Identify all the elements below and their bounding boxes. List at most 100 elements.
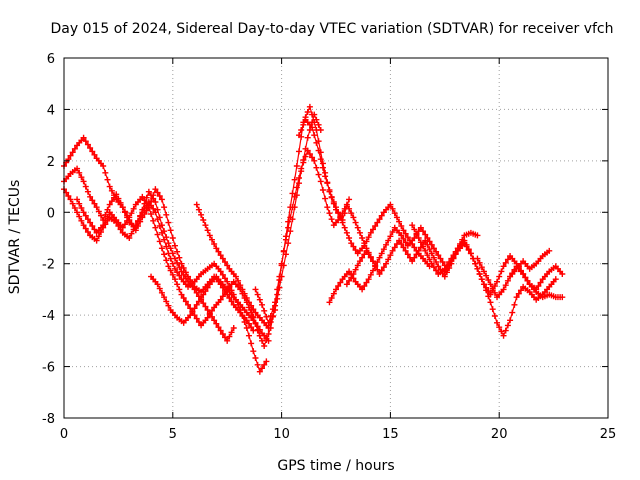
data-point [483,272,490,279]
data-point [420,243,427,250]
data-point [206,232,213,239]
data-point [195,206,202,213]
data-point [206,311,213,318]
data-point [317,156,324,163]
data-point [522,274,529,281]
data-point [204,314,211,321]
data-point [87,145,94,151]
data-point [398,241,405,247]
data-point [213,320,220,327]
data-point [102,169,109,176]
data-point [426,246,433,253]
data-point [400,235,407,242]
data-point [84,216,91,223]
data-point [326,187,333,193]
data-point [200,300,207,307]
data-point [343,281,350,288]
data-point [185,301,192,308]
data-point [232,273,239,280]
y-tick-label: -2 [42,258,55,273]
data-point [256,296,263,303]
data-point [315,121,322,128]
data-point [163,211,170,218]
data-point [287,228,294,235]
data-point [239,286,246,293]
data-point [465,247,472,253]
data-point [309,124,316,131]
data-point [69,200,76,207]
data-point [520,271,527,277]
data-point [252,320,259,327]
data-point [202,222,209,229]
data-point [448,258,455,265]
data-point [248,307,255,313]
data-point [291,176,298,183]
data-point [200,291,207,298]
data-point [261,343,268,349]
data-point [111,194,118,201]
data-point [119,204,126,211]
data-point [265,319,272,326]
data-point [74,209,81,216]
data-point [491,289,498,296]
data-point [243,325,250,331]
data-point [309,111,316,118]
data-point [193,301,200,308]
data-point [224,278,231,285]
data-point [278,260,285,267]
data-point [376,216,383,223]
data-point [396,218,403,225]
data-point [224,337,231,344]
data-point [78,217,85,224]
series-track-4 [74,193,263,339]
data-point [369,258,376,265]
data-point [300,121,307,128]
data-point [476,259,483,266]
data-point [261,307,268,314]
series-line [63,167,254,331]
data-point [389,205,396,212]
data-point [156,223,163,229]
data-point [119,224,126,231]
data-point [404,251,411,258]
data-point [165,263,172,270]
data-point [296,148,303,155]
data-point [167,227,174,234]
data-point [211,241,218,247]
y-tick-label: -4 [42,309,55,324]
data-point [319,187,326,193]
data-point [274,286,281,293]
data-point [365,276,372,283]
data-point [282,236,289,243]
data-point [296,132,303,139]
data-point [428,250,435,257]
data-point [293,184,300,191]
data-point [106,201,113,208]
data-point [378,267,385,274]
data-point [369,226,376,233]
data-point [163,243,170,250]
data-point [524,277,531,284]
data-point [139,193,146,200]
data-point [171,276,178,283]
data-point [243,295,250,301]
data-point [435,252,442,259]
data-point [167,267,174,274]
data-point [78,205,85,211]
data-point [161,204,168,211]
data-point [304,147,311,154]
data-point [106,183,113,190]
data-point [335,209,342,216]
data-point [167,255,174,262]
data-point [182,298,189,305]
data-point [378,250,385,257]
data-point [148,211,155,217]
data-point [404,234,411,241]
data-point [285,240,292,247]
data-point [350,243,357,250]
data-point [376,271,383,277]
data-point [222,289,229,296]
data-point [426,256,433,263]
data-point [104,213,111,220]
data-point [87,219,94,226]
